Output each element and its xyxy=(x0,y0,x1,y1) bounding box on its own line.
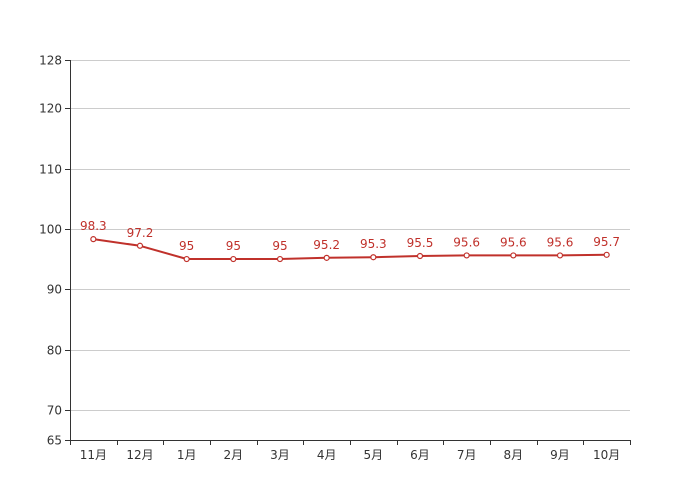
x-tick-label-9: 8月 xyxy=(504,448,524,462)
x-tick-label-4: 3月 xyxy=(270,448,290,462)
x-tick-label-1: 12月 xyxy=(126,448,153,462)
y-tick-label-120: 120 xyxy=(39,102,62,116)
data-point-11 xyxy=(603,251,610,258)
data-point-6 xyxy=(370,254,377,261)
x-tick-label-0: 11月 xyxy=(80,448,107,462)
x-tick-label-7: 6月 xyxy=(410,448,430,462)
data-point-4 xyxy=(276,255,284,263)
x-tick-label-10: 9月 xyxy=(550,448,570,462)
data-label-6: 95.3 xyxy=(360,237,387,251)
data-label-11: 95.7 xyxy=(593,235,620,249)
y-tick-label-90: 90 xyxy=(47,283,62,297)
data-label-9: 95.6 xyxy=(500,235,527,249)
label-layer: 98.3 97.2 95 95 95 95.2 95.3 95.5 95.6 95.6 95.6 95… xyxy=(80,219,620,253)
data-label-5: 95.2 xyxy=(313,238,340,252)
grid-layer xyxy=(70,60,630,411)
x-tick-label-2: 1月 xyxy=(177,448,197,462)
y-tick-label-65: 65 xyxy=(47,434,62,448)
x-tick-label-5: 4月 xyxy=(317,448,337,462)
axis-layer: 65 70 80 90 100 110 120 128 11月 12月 1月 2月 3月 4月 5月 6月 7月… xyxy=(39,54,631,462)
data-point-10 xyxy=(556,252,564,259)
series-line-0 xyxy=(93,238,607,260)
data-point-3 xyxy=(230,255,237,263)
data-label-1: 97.2 xyxy=(127,226,154,240)
x-tick-label-8: 7月 xyxy=(457,448,477,462)
data-label-7: 95.5 xyxy=(407,236,434,250)
data-point-9 xyxy=(510,252,517,259)
x-tick-label-11: 10月 xyxy=(593,448,620,462)
data-label-3: 95 xyxy=(226,239,241,253)
data-label-10: 95.6 xyxy=(547,235,574,249)
y-tick-label-110: 110 xyxy=(39,163,62,177)
data-point-7 xyxy=(416,252,424,260)
data-point-2 xyxy=(183,255,190,263)
y-tick-label-70: 70 xyxy=(47,404,62,418)
data-point-8 xyxy=(463,252,470,259)
data-label-4: 95 xyxy=(272,239,287,253)
x-tick-label-6: 5月 xyxy=(364,448,384,462)
data-point-1 xyxy=(136,242,144,249)
y-tick-label-80: 80 xyxy=(47,344,62,358)
x-tick-label-3: 2月 xyxy=(224,448,244,462)
data-label-0: 98.3 xyxy=(80,219,107,233)
y-tick-label-100: 100 xyxy=(39,223,62,237)
data-point-5 xyxy=(323,254,330,261)
data-label-2: 95 xyxy=(179,239,194,253)
y-tick-label-128: 128 xyxy=(39,54,62,68)
data-point-0 xyxy=(90,236,97,243)
data-label-8: 95.6 xyxy=(453,235,480,249)
series-layer xyxy=(90,236,610,263)
